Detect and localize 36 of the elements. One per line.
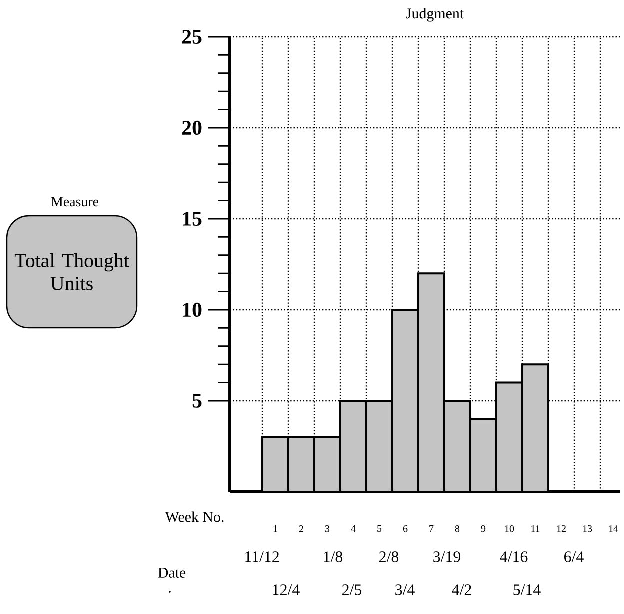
y-tick-label: 25 xyxy=(182,30,202,44)
y-tick-label: 5 xyxy=(192,394,202,408)
text: 3/4 xyxy=(396,584,415,596)
text: 3/19 xyxy=(434,552,461,562)
text: 4/2 xyxy=(452,584,472,596)
y-axis-title: Total Thought Units xyxy=(14,254,130,290)
text: Date xyxy=(158,568,186,578)
x-tick-label: 12 xyxy=(557,526,566,532)
y-tick-label: 20 xyxy=(182,120,202,136)
x-tick-label: 8 xyxy=(455,526,460,532)
text: 2/5 xyxy=(342,584,362,596)
y-tick-label: 15 xyxy=(183,212,202,226)
text: 6/4 xyxy=(564,552,584,562)
text: 11/12 xyxy=(246,552,279,562)
x-tick-label: 6 xyxy=(403,526,408,532)
text: 4/16 xyxy=(500,552,528,562)
x-tick-label: 2 xyxy=(299,526,304,532)
x-axis-title: Week No. xyxy=(165,512,224,522)
x-tick-label: 1 xyxy=(274,526,278,532)
text: Measure xyxy=(51,197,99,207)
x-tick-label: 7 xyxy=(430,526,434,532)
x-tick-label: 10 xyxy=(505,526,514,532)
text: 1/8 xyxy=(324,552,343,562)
x-tick-label: 13 xyxy=(583,526,592,532)
x-tick-label: 3 xyxy=(326,526,330,532)
x-tick-label: 11 xyxy=(532,526,540,532)
y-tick-label: 10 xyxy=(183,302,202,318)
x-tick-label: 4 xyxy=(351,526,356,532)
chart-title: Judgment xyxy=(406,8,464,22)
text: . xyxy=(169,591,171,593)
x-tick-label: 5 xyxy=(378,526,382,532)
x-tick-label: 9 xyxy=(481,526,486,532)
text: 12/4 xyxy=(273,584,300,596)
x-tick-label: 14 xyxy=(609,526,618,532)
text: 2/8 xyxy=(380,552,399,562)
text: 5/14 xyxy=(514,584,541,596)
